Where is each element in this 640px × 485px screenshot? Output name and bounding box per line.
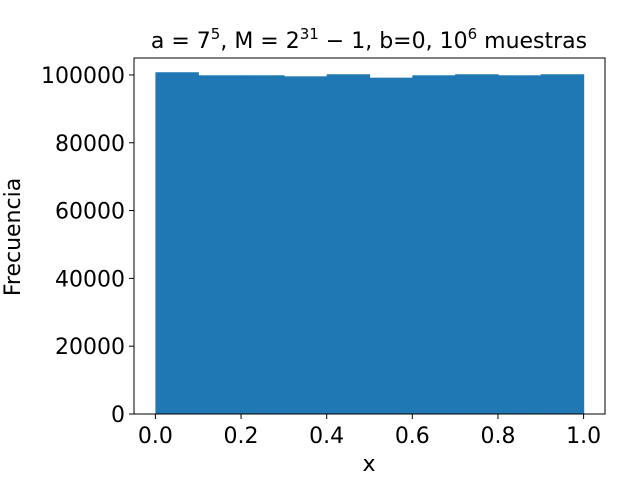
histogram-bar [540, 74, 585, 414]
axes-frame [133, 57, 606, 415]
x-tick-label: 0.0 [138, 424, 173, 449]
histogram-bar [283, 76, 328, 415]
histogram-bar [369, 77, 413, 414]
histogram-bar [241, 75, 285, 414]
x-tick-label: 0.4 [309, 424, 344, 449]
x-tick-label: 0.2 [224, 424, 259, 449]
histogram-bar [455, 74, 499, 414]
y-tick-label: 80000 [55, 132, 125, 157]
bars-group [155, 72, 585, 415]
y-axis-label: Frecuencia [1, 178, 26, 296]
histogram-bar [155, 72, 199, 415]
histogram-bar [497, 75, 542, 414]
x-tick-label: 0.6 [395, 424, 430, 449]
histogram-bar [412, 75, 456, 414]
y-tick-label: 20000 [55, 335, 125, 360]
x-axis-label: x [362, 452, 375, 477]
x-tick-label: 0.8 [480, 424, 515, 449]
histogram-bar [326, 74, 371, 414]
y-tick-label: 60000 [55, 200, 125, 225]
x-tick-label: 1.0 [566, 424, 601, 449]
y-tick-label: 100000 [41, 64, 125, 89]
axes-group: 0.0 0.2 0.4 0.6 0.8 1.0 0 20000 40000 60000 80000 1… [41, 57, 606, 449]
y-tick-label: 0 [111, 403, 125, 428]
histogram-bar [198, 75, 242, 414]
y-tick-label: 40000 [55, 267, 125, 292]
chart-title: a = 75, M = 231 − 1, b=0, 106 muestras [151, 25, 587, 54]
